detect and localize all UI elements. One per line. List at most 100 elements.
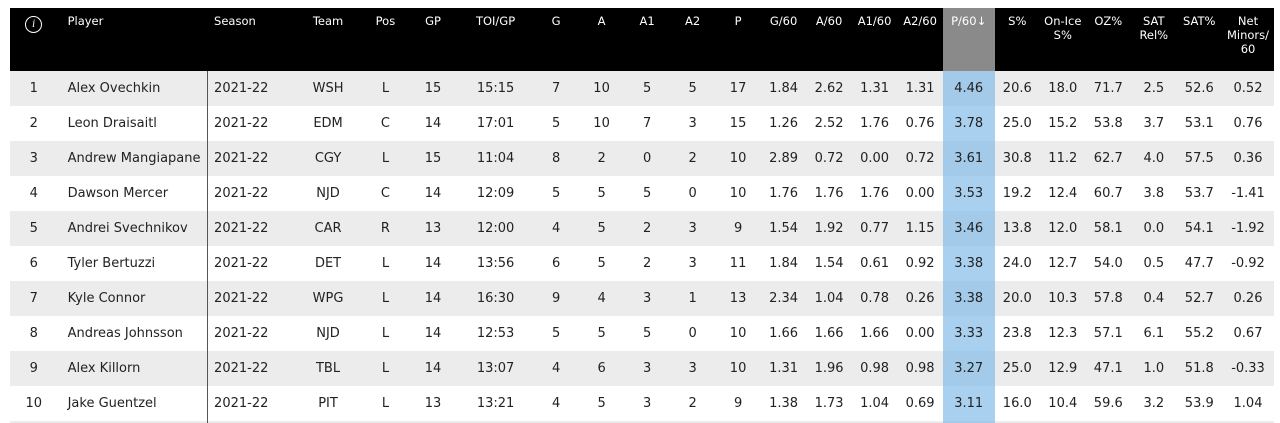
satpct-cell: 53.7 (1176, 176, 1223, 211)
player-cell[interactable]: Dawson Mercer (57, 176, 208, 211)
player-column-header[interactable]: Player (57, 8, 208, 71)
onice-cell: 12.7 (1040, 246, 1086, 281)
a260-column-header[interactable]: A2/60 (897, 8, 943, 71)
spct-cell: 13.8 (994, 211, 1041, 246)
table-row[interactable]: 7 Kyle Connor 2021-22 WPG L 14 16:30 9 4 3 1 13 2.34… (10, 281, 1274, 316)
season-cell: 2021-22 (207, 386, 294, 421)
pos-cell: C (362, 176, 409, 211)
a2-column-header[interactable]: A2 (669, 8, 716, 71)
team-cell: TBL (293, 351, 363, 386)
gp-cell: 15 (408, 141, 458, 176)
player-cell[interactable]: Alex Ovechkin (57, 71, 208, 106)
player-cell[interactable]: Andrei Svechnikov (57, 211, 208, 246)
table-row[interactable]: 9 Alex Killorn 2021-22 TBL L 14 13:07 4 6 3 3 10 1.3… (10, 351, 1274, 386)
gp-cell: 13 (408, 211, 458, 246)
g60-column-header[interactable]: G/60 (760, 8, 807, 71)
rank-cell: 2 (10, 106, 58, 141)
onice-cell: 10.3 (1040, 281, 1086, 316)
pos-column-header[interactable]: Pos (362, 8, 409, 71)
table-row[interactable]: 1 Alex Ovechkin 2021-22 WSH L 15 15:15 7 10 5 5 17 1… (10, 71, 1274, 106)
p60-cell: 3.33 (942, 316, 995, 351)
table-row[interactable]: 5 Andrei Svechnikov 2021-22 CAR R 13 12:00 4 5 2 3… (10, 211, 1274, 246)
rank-cell (10, 421, 58, 423)
spct-column-header[interactable]: S% (994, 8, 1041, 71)
rank-cell: 10 (10, 386, 58, 421)
gp-column-header[interactable]: GP (408, 8, 458, 71)
ozpct-cell: 62.7 (1085, 141, 1132, 176)
season-cell: 2021-22 (207, 211, 294, 246)
season-cell: 2021-22 (207, 141, 294, 176)
netminors-column-header[interactable]: Net Minors/ 60 (1222, 8, 1274, 71)
p60-cell: 3.53 (942, 176, 995, 211)
p60-column-header[interactable]: P/60↓ (942, 8, 995, 71)
rank-cell: 7 (10, 281, 58, 316)
satrel-cell: 0.0 (1131, 211, 1177, 246)
info-icon[interactable]: i (25, 16, 43, 33)
season-column-header[interactable]: Season (207, 8, 294, 71)
netminors-cell (1222, 421, 1274, 423)
toi-cell: 11:04 (457, 141, 534, 176)
a-column-header[interactable]: A (578, 8, 625, 71)
table-row[interactable]: 8 Andreas Johnsson 2021-22 NJD L 14 12:53 5 5 5 0 1… (10, 316, 1274, 351)
netminors-cell: 0.26 (1222, 281, 1274, 316)
satpct-cell: 54.1 (1176, 211, 1223, 246)
p-cell: 9 (715, 386, 761, 421)
toi-cell: 12:53 (457, 316, 534, 351)
onice-column-header[interactable]: On-Ice S% (1040, 8, 1086, 71)
satrel-cell: 4.0 (1131, 141, 1177, 176)
player-cell[interactable]: Kyle Connor (57, 281, 208, 316)
p-column-header[interactable]: P (715, 8, 761, 71)
a60-cell: 2.52 (806, 106, 852, 141)
a160-cell: 1.66 (851, 316, 898, 351)
a260-cell (897, 421, 943, 423)
satrel-cell: 2.5 (1131, 71, 1177, 106)
p-cell: 15 (715, 106, 761, 141)
rank-header[interactable]: i (10, 8, 58, 71)
player-cell[interactable]: Alex Killorn (57, 351, 208, 386)
table-row[interactable]: 2 Leon Draisaitl 2021-22 EDM C 14 17:01 5 10 7 3 15… (10, 106, 1274, 141)
satrel-cell: 3.2 (1131, 386, 1177, 421)
ozpct-cell (1085, 421, 1132, 423)
g-cell: 6 (533, 246, 579, 281)
player-stats-table: i Player Season Team Pos GP TOI/GP G A A… (10, 8, 1274, 423)
a60-column-header[interactable]: A/60 (806, 8, 852, 71)
g60-cell: 1.38 (760, 386, 807, 421)
a60-cell: 0.72 (806, 141, 852, 176)
gp-cell: 14 (408, 176, 458, 211)
table-row[interactable]: 3 Andrew Mangiapane 2021-22 CGY L 15 11:04 8 2 0 2… (10, 141, 1274, 176)
netminors-cell: 0.36 (1222, 141, 1274, 176)
ozpct-cell: 58.1 (1085, 211, 1132, 246)
a-cell: 2 (578, 141, 625, 176)
player-cell[interactable]: Tyler Bertuzzi (57, 246, 208, 281)
g-cell: 7 (533, 71, 579, 106)
player-cell[interactable]: Andreas Johnsson (57, 316, 208, 351)
a160-cell: 0.00 (851, 141, 898, 176)
toi-column-header[interactable]: TOI/GP (457, 8, 534, 71)
satrel-column-header[interactable]: SAT Rel% (1131, 8, 1177, 71)
season-cell: 2021-22 (207, 316, 294, 351)
a260-cell: 0.76 (897, 106, 943, 141)
a160-cell: 0.78 (851, 281, 898, 316)
netminors-cell: 1.04 (1222, 386, 1274, 421)
a2-cell (669, 421, 716, 423)
onice-cell: 12.3 (1040, 316, 1086, 351)
a60-cell: 1.96 (806, 351, 852, 386)
toi-cell: 12:09 (457, 176, 534, 211)
player-cell[interactable]: Andrew Mangiapane (57, 141, 208, 176)
satpct-cell: 53.1 (1176, 106, 1223, 141)
a1-column-header[interactable]: A1 (624, 8, 670, 71)
rank-cell: 9 (10, 351, 58, 386)
player-cell[interactable]: Leon Draisaitl (57, 106, 208, 141)
a1-cell: 3 (624, 351, 670, 386)
a160-cell: 1.04 (851, 386, 898, 421)
g-column-header[interactable]: G (533, 8, 579, 71)
satpct-column-header[interactable]: SAT% (1176, 8, 1223, 71)
table-row[interactable]: 4 Dawson Mercer 2021-22 NJD C 14 12:09 5 5 5 0 10 1.… (10, 176, 1274, 211)
player-cell[interactable]: Jake Guentzel (57, 386, 208, 421)
a160-column-header[interactable]: A1/60 (851, 8, 898, 71)
ozpct-column-header[interactable]: OZ% (1085, 8, 1132, 71)
team-column-header[interactable]: Team (293, 8, 363, 71)
pos-cell: C (362, 106, 409, 141)
table-row[interactable]: 6 Tyler Bertuzzi 2021-22 DET L 14 13:56 6 5 2 3 11 1… (10, 246, 1274, 281)
table-row[interactable]: 10 Jake Guentzel 2021-22 PIT L 13 13:21 4 5 3 2 9 1.… (10, 386, 1274, 421)
